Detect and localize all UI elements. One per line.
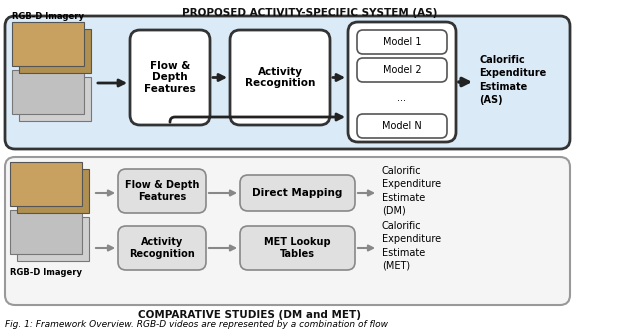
Text: Calorific
Expenditure
Estimate
(AS): Calorific Expenditure Estimate (AS): [479, 55, 547, 105]
FancyBboxPatch shape: [118, 226, 206, 270]
Text: PROPOSED ACTIVITY-SPECIFIC SYSTEM (AS): PROPOSED ACTIVITY-SPECIFIC SYSTEM (AS): [182, 8, 438, 18]
FancyBboxPatch shape: [10, 210, 82, 254]
FancyBboxPatch shape: [10, 162, 82, 206]
Text: RGB-D Imagery: RGB-D Imagery: [12, 12, 84, 21]
FancyBboxPatch shape: [130, 30, 210, 125]
FancyBboxPatch shape: [19, 77, 91, 121]
Text: Activity
Recognition: Activity Recognition: [245, 67, 315, 88]
Text: MET Lookup
Tables: MET Lookup Tables: [264, 237, 331, 259]
FancyBboxPatch shape: [230, 30, 330, 125]
FancyBboxPatch shape: [348, 22, 456, 142]
FancyBboxPatch shape: [17, 169, 89, 213]
Text: Activity
Recognition: Activity Recognition: [129, 237, 195, 259]
FancyBboxPatch shape: [19, 29, 91, 73]
Text: COMPARATIVE STUDIES (DM and MET): COMPARATIVE STUDIES (DM and MET): [138, 310, 362, 320]
Text: Flow &
Depth
Features: Flow & Depth Features: [144, 61, 196, 94]
FancyBboxPatch shape: [357, 30, 447, 54]
Text: Calorific
Expenditure
Estimate
(DM): Calorific Expenditure Estimate (DM): [382, 166, 441, 216]
Text: Fig. 1: Framework Overview. RGB-D videos are represented by a combination of flo: Fig. 1: Framework Overview. RGB-D videos…: [5, 320, 388, 329]
FancyBboxPatch shape: [17, 217, 89, 261]
FancyBboxPatch shape: [357, 114, 447, 138]
FancyBboxPatch shape: [5, 157, 570, 305]
Text: Calorific
Expenditure
Estimate
(MET): Calorific Expenditure Estimate (MET): [382, 221, 441, 271]
Text: Model 1: Model 1: [383, 37, 421, 47]
FancyBboxPatch shape: [240, 175, 355, 211]
FancyBboxPatch shape: [5, 16, 570, 149]
FancyBboxPatch shape: [240, 226, 355, 270]
Text: ...: ...: [397, 93, 406, 103]
Text: Flow & Depth
Features: Flow & Depth Features: [125, 180, 199, 202]
FancyBboxPatch shape: [12, 22, 84, 66]
Text: RGB-D Imagery: RGB-D Imagery: [10, 268, 82, 277]
Text: Direct Mapping: Direct Mapping: [252, 188, 342, 198]
FancyBboxPatch shape: [357, 58, 447, 82]
FancyBboxPatch shape: [12, 70, 84, 114]
Text: Model 2: Model 2: [383, 65, 421, 75]
FancyBboxPatch shape: [118, 169, 206, 213]
Text: Model N: Model N: [382, 121, 422, 131]
